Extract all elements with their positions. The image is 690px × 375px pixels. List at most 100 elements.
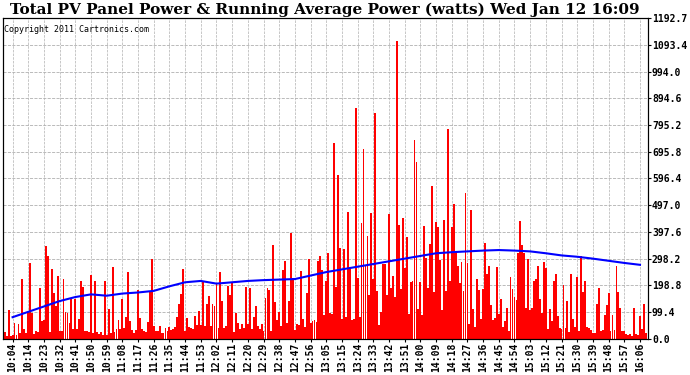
Bar [337,175,339,339]
Bar [578,332,580,339]
Bar [629,334,631,339]
Bar [182,269,184,339]
Bar [375,113,376,339]
Bar [520,221,522,339]
Bar [576,277,578,339]
Bar [51,269,52,339]
Bar [566,302,569,339]
Bar [464,193,466,339]
Bar [135,330,137,339]
Bar [453,204,455,339]
Bar [165,328,166,339]
Bar [417,309,420,339]
Bar [172,328,175,339]
Bar [361,223,362,339]
Bar [371,213,373,339]
Bar [278,312,280,339]
Bar [178,304,180,339]
Bar [537,266,539,339]
Title: Total PV Panel Power & Running Average Power (watts) Wed Jan 12 16:09: Total PV Panel Power & Running Average P… [10,3,640,17]
Bar [266,288,268,339]
Bar [637,335,639,339]
Bar [298,324,299,339]
Bar [408,314,410,339]
Bar [261,324,262,339]
Bar [108,309,110,339]
Bar [469,324,471,339]
Bar [473,309,474,339]
Bar [63,279,64,339]
Bar [310,323,311,339]
Bar [204,326,206,339]
Bar [496,267,497,339]
Bar [645,333,647,339]
Bar [515,300,518,339]
Bar [226,326,227,339]
Bar [353,319,355,339]
Bar [455,251,457,339]
Bar [326,281,327,339]
Bar [518,253,520,339]
Bar [151,259,152,339]
Bar [175,327,176,339]
Bar [313,320,315,339]
Bar [37,332,39,339]
Bar [386,295,388,339]
Bar [12,335,14,339]
Bar [351,320,353,339]
Bar [382,264,384,339]
Bar [400,289,402,339]
Bar [45,246,47,339]
Bar [245,287,247,339]
Bar [8,310,10,339]
Bar [53,293,55,339]
Bar [324,315,325,339]
Bar [126,317,127,339]
Bar [141,328,143,339]
Bar [413,140,415,339]
Bar [502,327,504,339]
Bar [288,301,290,339]
Bar [451,227,453,339]
Bar [586,327,588,339]
Bar [339,248,341,339]
Bar [431,186,433,339]
Bar [422,315,423,339]
Bar [596,304,598,339]
Bar [224,328,225,339]
Bar [598,288,600,339]
Bar [398,225,400,339]
Bar [31,313,33,339]
Bar [241,324,243,339]
Bar [439,260,441,339]
Bar [490,305,492,339]
Bar [635,334,637,339]
Bar [29,263,31,339]
Bar [484,243,486,339]
Bar [282,270,284,339]
Bar [380,312,382,339]
Bar [319,256,322,339]
Bar [147,322,149,339]
Bar [476,279,478,339]
Bar [26,333,27,339]
Bar [78,318,80,339]
Bar [286,323,288,339]
Bar [198,311,200,339]
Bar [249,288,250,339]
Bar [641,329,643,339]
Bar [257,326,259,339]
Bar [608,293,609,339]
Bar [574,327,576,339]
Bar [98,334,100,339]
Bar [560,328,562,339]
Bar [604,315,606,339]
Bar [551,321,553,339]
Bar [300,272,302,339]
Bar [65,312,66,339]
Bar [543,262,545,339]
Bar [478,291,480,339]
Bar [573,319,574,339]
Bar [115,329,117,339]
Bar [445,291,447,339]
